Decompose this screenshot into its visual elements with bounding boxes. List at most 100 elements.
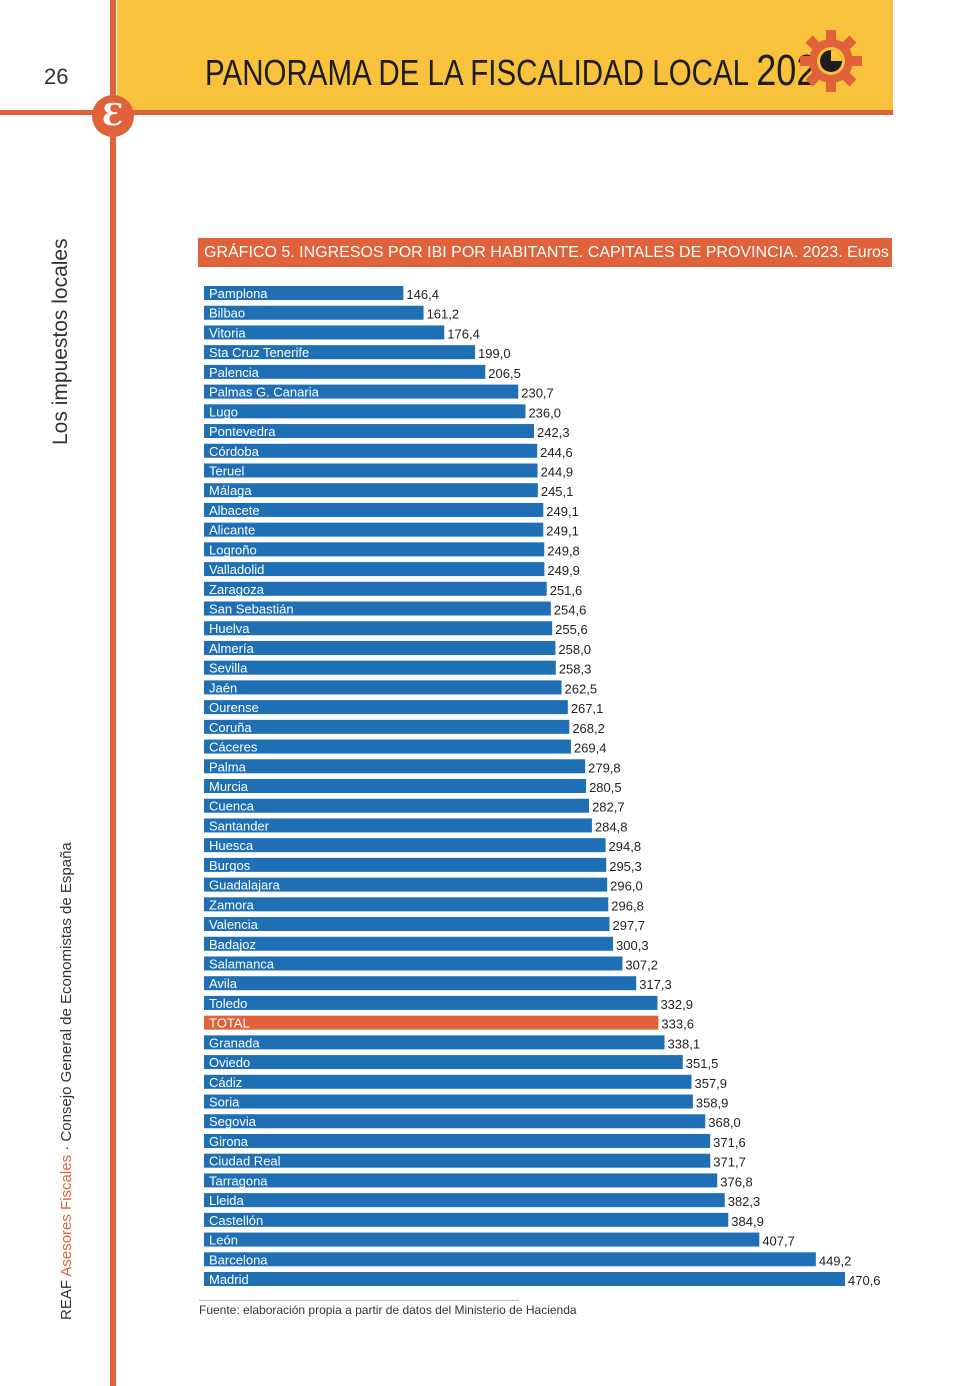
- bar-1: [204, 305, 424, 320]
- category-label-10: Málaga: [209, 483, 252, 498]
- bar-32: [204, 917, 610, 932]
- value-label-6: 236,0: [528, 405, 561, 420]
- value-label-45: 376,8: [720, 1174, 753, 1189]
- category-label-14: Valladolid: [209, 562, 264, 577]
- value-label-29: 295,3: [609, 859, 642, 874]
- bar-40: [204, 1074, 692, 1089]
- value-label-18: 258,0: [558, 642, 591, 657]
- category-label-38: Granada: [209, 1035, 260, 1050]
- bar-41: [204, 1094, 693, 1109]
- category-label-45: Tarragona: [209, 1173, 268, 1188]
- bar-29: [204, 857, 607, 872]
- bar-15: [204, 581, 547, 596]
- header-band: [117, 0, 893, 112]
- category-label-12: Alicante: [209, 523, 255, 538]
- bar-46: [204, 1193, 725, 1208]
- source-divider: [199, 1300, 519, 1301]
- value-label-44: 371,7: [713, 1155, 746, 1170]
- category-label-23: Cáceres: [209, 740, 258, 755]
- bar-7: [204, 424, 535, 439]
- category-label-9: Teruel: [209, 463, 245, 478]
- category-label-25: Murcia: [209, 779, 249, 794]
- bar-23: [204, 739, 571, 754]
- bar-14: [204, 562, 545, 577]
- value-label-10: 245,1: [541, 484, 574, 499]
- bar-35: [204, 976, 637, 991]
- value-label-5: 230,7: [521, 386, 554, 401]
- category-label-19: Sevilla: [209, 661, 248, 676]
- bar-43: [204, 1133, 711, 1148]
- value-label-4: 206,5: [488, 366, 521, 381]
- category-label-13: Logroño: [209, 542, 257, 557]
- bar-42: [204, 1114, 706, 1129]
- value-label-46: 382,3: [728, 1194, 761, 1209]
- category-label-29: Burgos: [209, 858, 251, 873]
- gear-chart-icon: [800, 30, 862, 92]
- margin-rule: [110, 0, 116, 1386]
- category-label-32: Valencia: [209, 917, 259, 932]
- bar-30: [204, 877, 608, 892]
- value-label-43: 371,6: [713, 1135, 746, 1150]
- bar-25: [204, 779, 587, 793]
- value-label-48: 407,7: [762, 1234, 795, 1249]
- category-label-8: Córdoba: [209, 444, 260, 459]
- category-label-22: Coruña: [209, 720, 252, 735]
- bar-21: [204, 700, 568, 715]
- bar-27: [204, 818, 592, 833]
- bar-22: [204, 719, 570, 734]
- category-label-20: Jaén: [209, 680, 237, 695]
- category-label-26: Cuenca: [209, 799, 255, 814]
- category-label-16: San Sebastián: [209, 602, 294, 617]
- category-label-17: Huelva: [209, 621, 250, 636]
- value-label-25: 280,5: [589, 780, 622, 795]
- bar-17: [204, 621, 553, 636]
- bar-3: [204, 345, 476, 360]
- category-label-41: Soria: [209, 1095, 240, 1110]
- bar-0: [204, 286, 404, 300]
- bar-44: [204, 1153, 711, 1168]
- category-label-27: Santander: [209, 818, 270, 833]
- bar-4: [204, 364, 486, 379]
- category-label-5: Palmas G. Canaria: [209, 385, 320, 400]
- category-label-1: Bilbao: [209, 306, 245, 321]
- value-label-23: 269,4: [574, 741, 607, 756]
- bar-36: [204, 995, 658, 1010]
- value-label-14: 249,9: [547, 563, 580, 578]
- bar-33: [204, 936, 614, 951]
- page-title: PANORAMA DE LA FISCALIDAD LOCAL 2024: [205, 46, 836, 96]
- value-label-11: 249,1: [546, 504, 579, 519]
- value-label-12: 249,1: [546, 524, 579, 539]
- bar-19: [204, 660, 556, 675]
- value-label-21: 267,1: [571, 701, 604, 716]
- value-label-26: 282,7: [592, 800, 625, 815]
- bar-48: [204, 1232, 760, 1247]
- value-label-34: 307,2: [625, 957, 658, 972]
- category-label-15: Zaragoza: [209, 582, 265, 597]
- source-note: Fuente: elaboración propia a partir de d…: [199, 1303, 577, 1317]
- category-label-28: Huesca: [209, 838, 254, 853]
- value-label-36: 332,9: [660, 997, 693, 1012]
- value-label-38: 338,1: [668, 1036, 701, 1051]
- value-label-9: 244,9: [541, 464, 574, 479]
- value-label-31: 296,8: [611, 898, 644, 913]
- value-label-19: 258,3: [559, 662, 592, 677]
- category-label-21: Ourense: [209, 700, 259, 715]
- category-label-43: Girona: [209, 1134, 249, 1149]
- bar-9: [204, 463, 538, 478]
- value-label-16: 254,6: [554, 603, 587, 618]
- value-label-49: 449,2: [819, 1253, 852, 1268]
- value-label-3: 199,0: [478, 346, 511, 361]
- bar-34: [204, 956, 623, 971]
- category-label-0: Pamplona: [209, 286, 268, 301]
- value-label-41: 358,9: [696, 1096, 729, 1111]
- value-label-35: 317,3: [639, 977, 672, 992]
- value-label-8: 244,6: [540, 445, 573, 460]
- logo-icon: Ɛ: [92, 95, 134, 137]
- value-label-42: 368,0: [708, 1115, 741, 1130]
- value-label-24: 279,8: [588, 760, 621, 775]
- value-label-27: 284,8: [595, 819, 628, 834]
- bar-47: [204, 1212, 729, 1227]
- category-label-4: Palencia: [209, 365, 260, 380]
- bar-18: [204, 640, 556, 655]
- bar-45: [204, 1173, 718, 1188]
